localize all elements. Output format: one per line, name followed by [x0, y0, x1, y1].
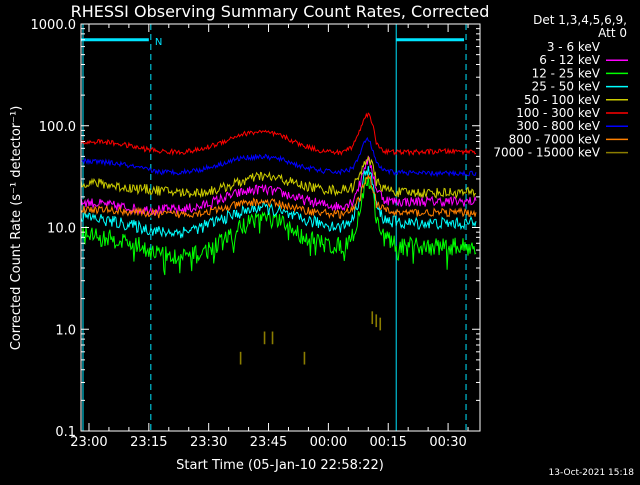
- series-12-25-kev: [80, 175, 477, 276]
- legend-entry: 800 - 7000 keV: [509, 132, 628, 146]
- y-tick-label: 0.1: [55, 425, 76, 440]
- y-tick-label: 100.0: [39, 120, 76, 135]
- legend-label: 7000 - 15000 keV: [493, 146, 600, 160]
- legend-entry: 25 - 50 keV: [532, 80, 628, 94]
- series-800-7000-kev: [80, 173, 477, 219]
- series-line: [80, 173, 477, 219]
- y-tick-label: 1.0: [55, 323, 76, 338]
- x-tick-label: 23:30: [190, 435, 227, 450]
- series-line: [80, 155, 477, 217]
- legend-entry: 300 - 800 keV: [516, 119, 628, 133]
- x-tick-label: 23:00: [70, 435, 107, 450]
- series-line: [80, 136, 477, 178]
- sparse-point: [379, 317, 382, 331]
- x-tick-label: 00:15: [369, 435, 406, 450]
- series-50-100-kev: [80, 156, 477, 200]
- series-line: [80, 175, 477, 276]
- legend-label: 100 - 300 keV: [516, 106, 600, 120]
- sparse-point: [239, 351, 242, 365]
- timestamp-label: 13-Oct-2021 15:18: [549, 468, 635, 478]
- series-100-300-kev: [80, 112, 477, 157]
- sparse-point: [371, 311, 374, 325]
- y-axis: 0.1 1.0 10.0 100.0 1000.0: [31, 18, 480, 440]
- legend-entry: 50 - 100 keV: [524, 93, 628, 107]
- legend-label: 3 - 6 keV: [547, 40, 601, 54]
- legend-label: 6 - 12 keV: [539, 53, 601, 67]
- x-tick-label: 00:00: [310, 435, 347, 450]
- series-line: [80, 165, 477, 239]
- y-tick-label: 10.0: [47, 222, 76, 237]
- x-tick-label: 23:45: [250, 435, 287, 450]
- chart-title: RHESSI Observing Summary Count Rates, Co…: [71, 2, 490, 21]
- x-tick-label: 00:30: [429, 435, 466, 450]
- sparse-point: [375, 314, 378, 328]
- x-axis: 23:00 23:15 23:30 23:45 00:00 00:15 00:30: [70, 24, 469, 450]
- legend-entry: 6 - 12 keV: [539, 53, 628, 67]
- y-tick-label: 1000.0: [31, 18, 77, 33]
- legend-label: 800 - 7000 keV: [509, 132, 601, 146]
- series-line: [80, 156, 477, 200]
- series-7000-15000-kev: [239, 311, 382, 365]
- x-tick-label: 23:15: [130, 435, 167, 450]
- legend-entry: 7000 - 15000 keV: [493, 146, 628, 160]
- legend-label: 25 - 50 keV: [532, 80, 601, 94]
- series-300-800-kev: [80, 136, 477, 178]
- sparse-point: [303, 351, 306, 365]
- sparse-point: [271, 331, 274, 345]
- flag-label: N: [155, 37, 162, 48]
- sparse-point: [263, 331, 266, 345]
- legend-label: 12 - 25 keV: [532, 66, 601, 80]
- legend-entry: 3 - 6 keV: [547, 40, 628, 54]
- x-axis-label: Start Time (05-Jan-10 22:58:22): [176, 458, 384, 473]
- legend-entry: 100 - 300 keV: [516, 106, 628, 120]
- series-6-12-kev: [80, 155, 477, 217]
- legend-header-line-2: Att 0: [598, 26, 627, 40]
- series-line: [80, 112, 477, 157]
- legend-label: 50 - 100 keV: [524, 93, 601, 107]
- legend-header-line-1: Det 1,3,4,5,6,9,: [533, 13, 627, 27]
- legend-entry: 12 - 25 keV: [532, 66, 628, 80]
- legend-label: 300 - 800 keV: [516, 119, 600, 133]
- series-layer: [80, 112, 477, 365]
- series-25-50-kev: [80, 165, 477, 239]
- y-axis-label: Corrected Count Rate (s⁻¹ detector⁻¹): [9, 106, 24, 351]
